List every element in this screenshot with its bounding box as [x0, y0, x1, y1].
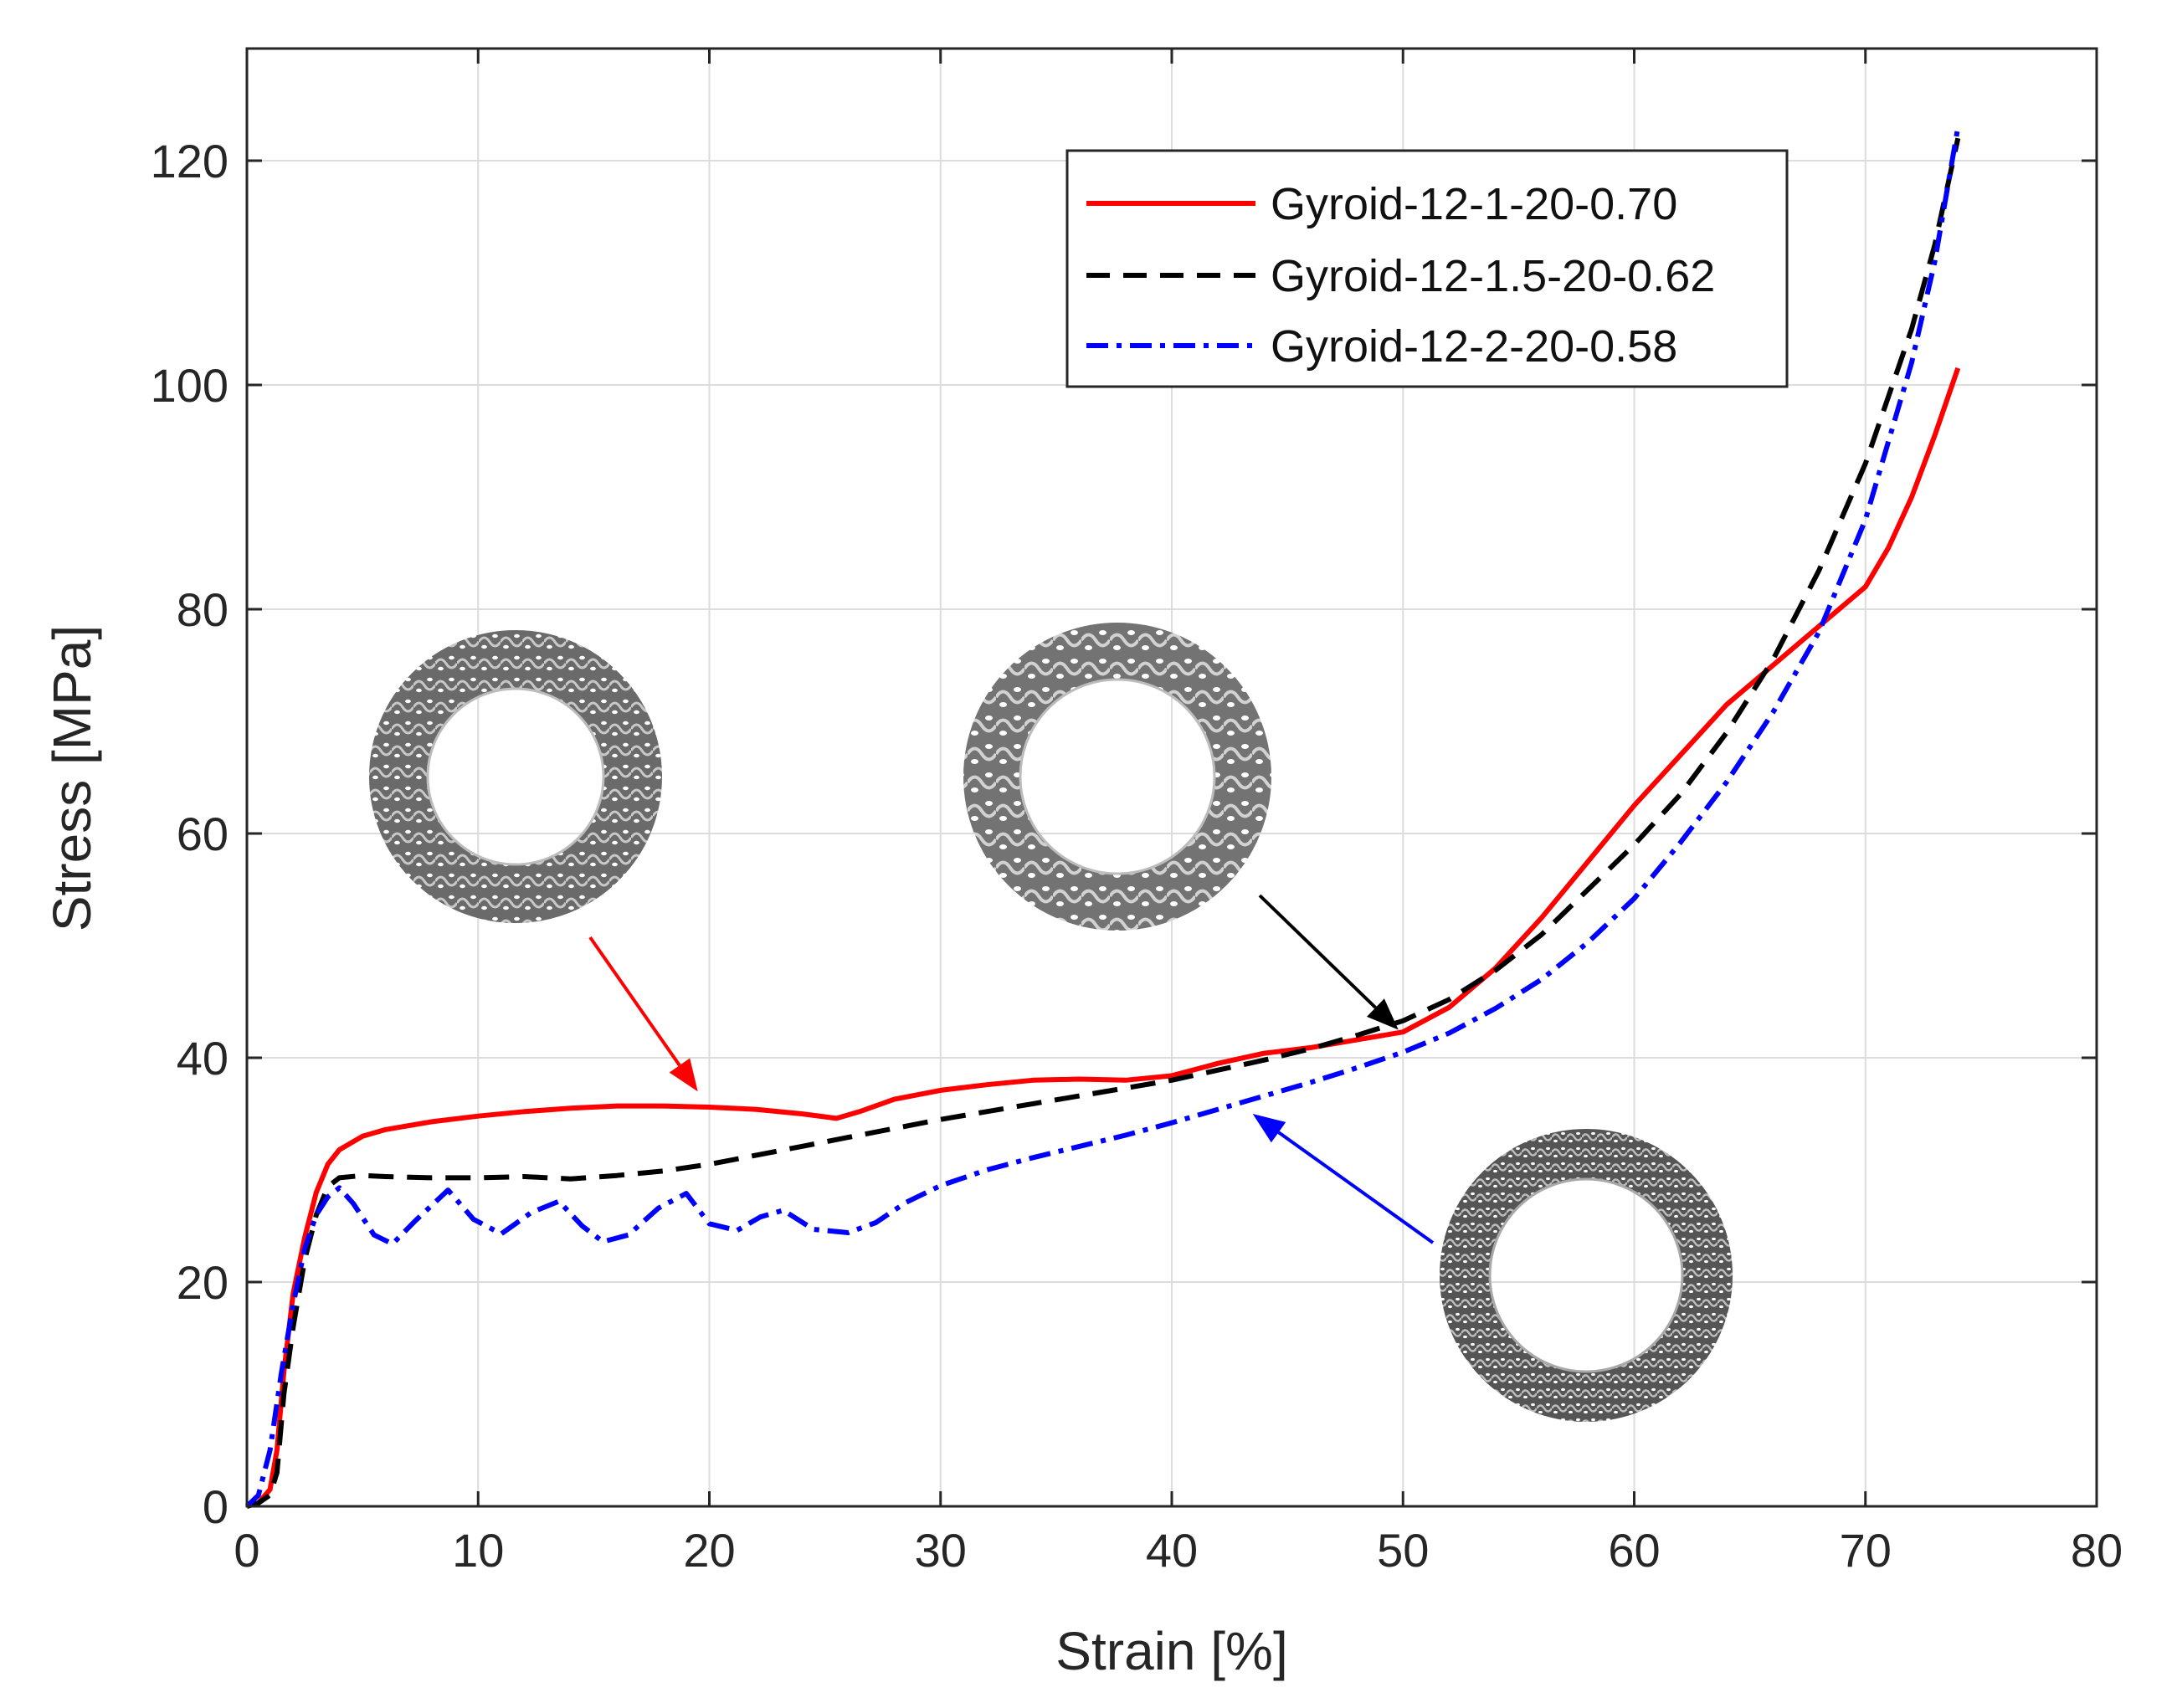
- series-lines: [244, 126, 1961, 1509]
- legend: Gyroid-12-1-20-0.70 Gyroid-12-1.5-20-0.6…: [1065, 149, 1789, 388]
- x-tick-label: 60: [1608, 1524, 1660, 1577]
- arrow-head-series-3: [1252, 1114, 1286, 1143]
- series-line-2: [246, 137, 1961, 1509]
- x-tick-label: 30: [915, 1524, 967, 1577]
- legend-label-series-1: Gyroid-12-1-20-0.70: [1271, 179, 1677, 229]
- arrow-to-series-1: [588, 936, 681, 1067]
- cross-section-image-1: [369, 630, 662, 923]
- series-line-3: [244, 126, 1961, 1509]
- y-tick-label: 100: [151, 359, 228, 412]
- arrow-head-series-2: [1366, 998, 1399, 1030]
- x-tick-label: 0: [234, 1524, 259, 1577]
- x-tick-label: 70: [1840, 1524, 1892, 1577]
- x-tick-label: 50: [1377, 1524, 1429, 1577]
- cross-section-image-2: [963, 623, 1271, 931]
- y-tick-label: 80: [177, 583, 228, 636]
- x-axis-title: Strain [%]: [1055, 1621, 1287, 1681]
- arrow-to-series-2: [1258, 894, 1377, 1009]
- y-tick-label: 20: [177, 1256, 228, 1309]
- arrow-head-series-1: [669, 1058, 698, 1092]
- x-tick-label: 80: [2071, 1524, 2123, 1577]
- x-tick-label: 40: [1146, 1524, 1198, 1577]
- annotation-arrows: [588, 894, 1435, 1244]
- axis-ticks: 0 10 20 30 40 50 60 70 80 0 20 40 60 80 100 120: [151, 49, 2123, 1577]
- series-line-1: [246, 367, 1961, 1509]
- cross-section-image-3: [1440, 1129, 1733, 1422]
- legend-label-series-2: Gyroid-12-1.5-20-0.62: [1271, 251, 1715, 301]
- legend-label-series-3: Gyroid-12-2-20-0.58: [1271, 321, 1677, 372]
- x-tick-label: 20: [683, 1524, 735, 1577]
- y-axis-title: Stress [MPa]: [42, 625, 102, 931]
- y-tick-label: 60: [177, 808, 228, 860]
- y-tick-label: 120: [151, 135, 228, 187]
- x-tick-label: 10: [452, 1524, 504, 1577]
- y-tick-label: 0: [203, 1480, 228, 1533]
- arrow-to-series-3: [1277, 1131, 1435, 1244]
- y-tick-label: 40: [177, 1032, 228, 1085]
